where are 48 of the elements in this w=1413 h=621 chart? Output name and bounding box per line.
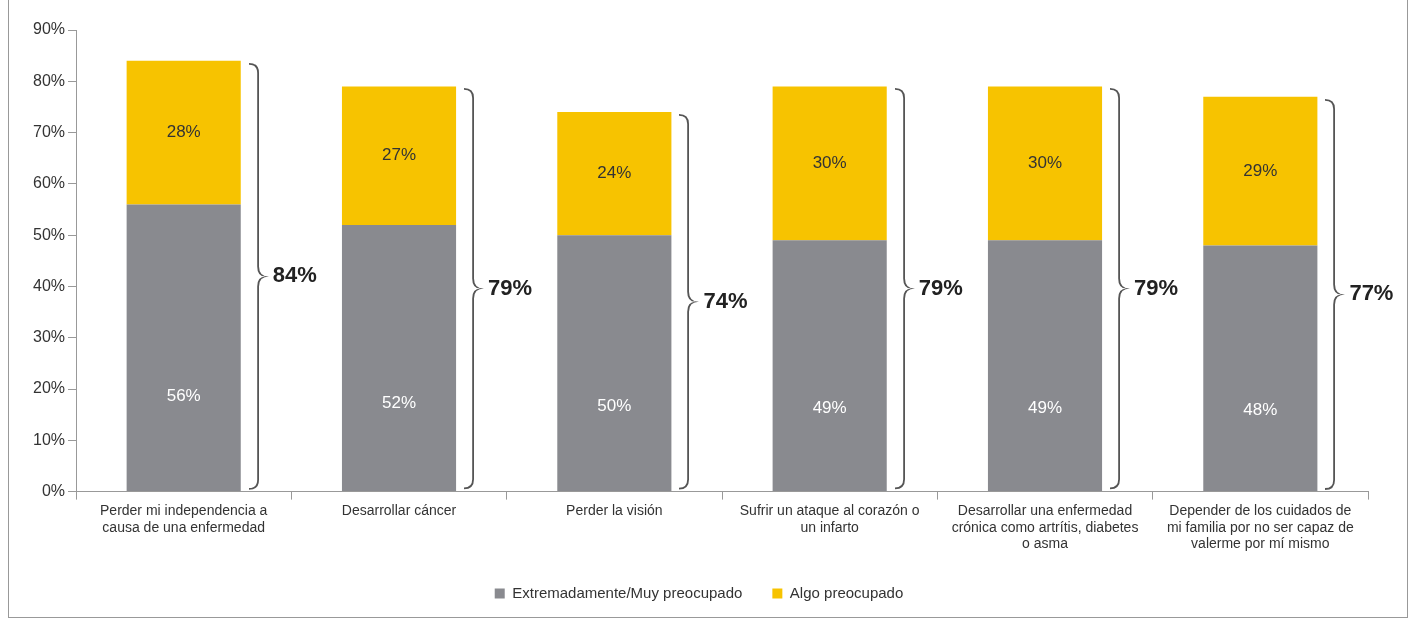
bar — [341, 224, 457, 492]
y-tick-label: 70% — [32, 122, 66, 140]
legend-label: Extremadamente/Muy preocupado — [512, 583, 743, 601]
y-tick-label: 60% — [32, 174, 66, 192]
text: 49% — [1027, 398, 1063, 418]
text: 29% — [1243, 160, 1278, 180]
x-tick-label: Depender de los cuidados de mi familia por no ser capaz de valerme por mí mismo — [1166, 501, 1354, 552]
text: 56% — [166, 386, 201, 406]
text: 24% — [597, 163, 632, 183]
bar — [1203, 96, 1318, 246]
bar — [126, 60, 241, 205]
y-tick-label: 50% — [32, 225, 66, 243]
y-tick-label: 20% — [32, 379, 66, 397]
y-tick-label: 0% — [41, 482, 66, 500]
legend-label: Algo preocupado — [789, 583, 904, 601]
y-tick-label: 10% — [32, 430, 66, 448]
bar — [126, 204, 241, 492]
total-label: 84% — [272, 262, 317, 288]
bar — [772, 240, 887, 492]
text: 30% — [1027, 153, 1063, 173]
y-tick-label: 40% — [32, 276, 66, 294]
text: 27% — [382, 145, 417, 165]
bar — [557, 112, 672, 236]
x-tick-label: Desarrollar cáncer — [341, 501, 457, 518]
bar — [1203, 245, 1318, 492]
total-label: 74% — [703, 287, 748, 313]
text: 48% — [1243, 399, 1278, 419]
text: 30% — [812, 153, 847, 173]
total-label: 79% — [1134, 275, 1179, 301]
y-tick-label: 90% — [32, 20, 66, 38]
x-tick-label: Perder la visión — [566, 501, 663, 518]
bar — [557, 235, 672, 492]
total-label: 79% — [488, 275, 533, 301]
x-tick-label: Desarrollar una enfermedad crónica como artrítis, diabetes o asma — [951, 501, 1139, 552]
bar — [772, 86, 887, 241]
bar — [341, 86, 457, 225]
total-label: 77% — [1349, 280, 1394, 306]
text: 49% — [812, 398, 847, 418]
x-tick-label: Sufrir un ataque al corazón o un infarto — [739, 501, 920, 535]
y-tick-label: 30% — [32, 328, 66, 346]
x-tick-label: Perder mi independencia a causa de una enfermedad — [100, 501, 268, 535]
bar — [987, 240, 1103, 492]
total-label: 79% — [918, 275, 963, 301]
text: 50% — [597, 396, 632, 416]
text: 28% — [166, 122, 201, 142]
bar — [987, 86, 1103, 241]
y-tick-label: 80% — [32, 71, 66, 89]
text: 52% — [382, 392, 417, 412]
